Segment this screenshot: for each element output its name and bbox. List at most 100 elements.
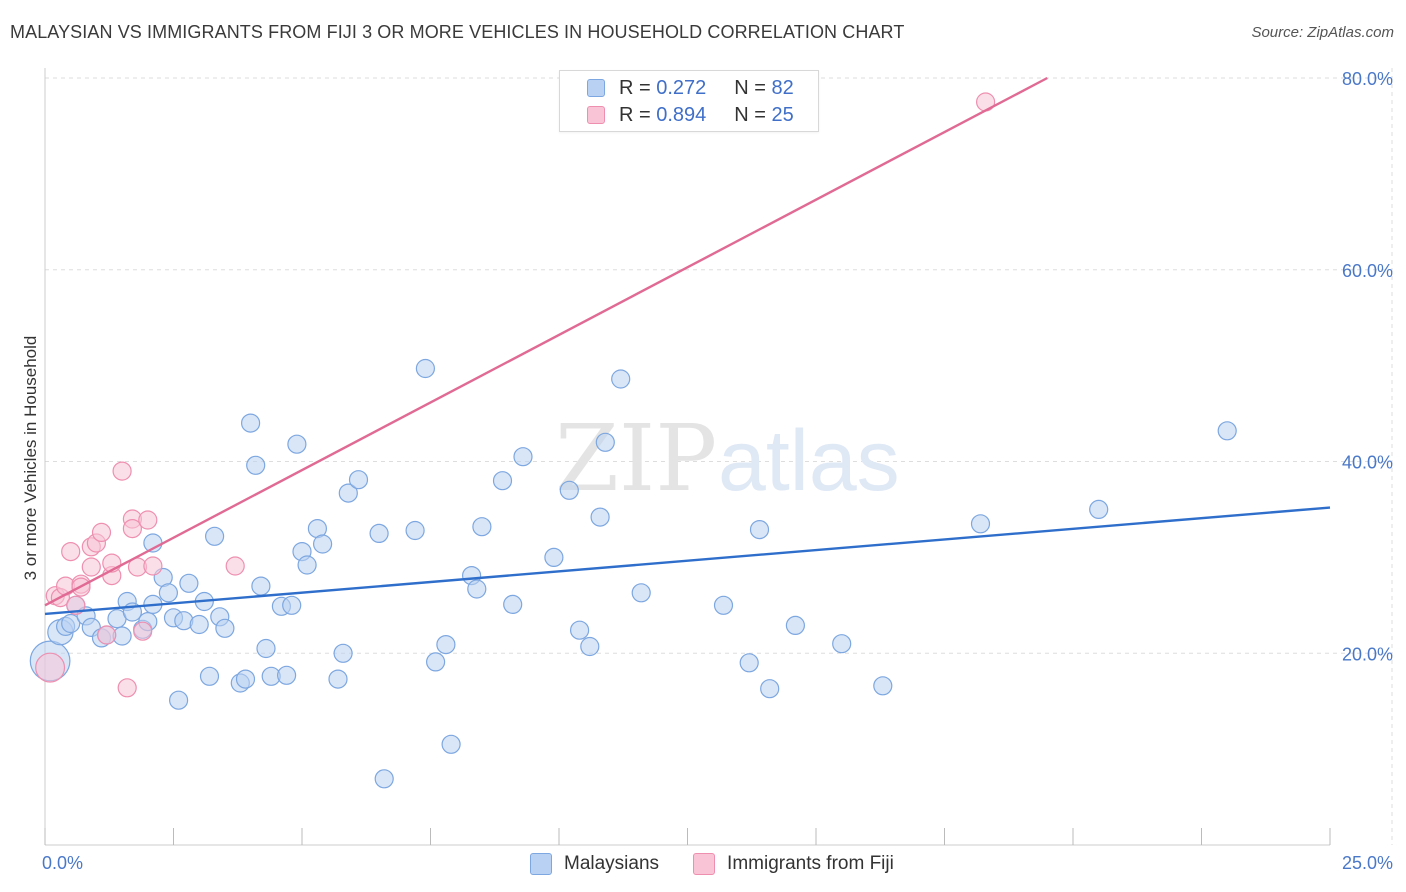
watermark-atlas: atlas (718, 413, 900, 509)
malaysians-trend-line (44, 506, 1331, 616)
y-axis-label: 3 or more Vehicles in Household (21, 336, 40, 581)
malaysians-point (333, 643, 353, 663)
malaysians-point (287, 434, 307, 454)
x-tick-label-min: 0.0% (42, 853, 83, 873)
malaysians-point (369, 523, 389, 544)
fiji-swatch (693, 853, 716, 875)
watermark-zip: ZIP (555, 405, 717, 512)
malaysians-point (590, 507, 610, 527)
fiji-point (61, 541, 81, 562)
y-tick-label: 40.0% (1342, 453, 1393, 473)
malaysians-point (472, 517, 492, 537)
malaysians-point (235, 669, 256, 689)
fiji-point (138, 510, 158, 530)
malaysians-point (631, 583, 651, 603)
malaysians-point (436, 634, 456, 655)
y-tick-label: 60.0% (1342, 261, 1393, 281)
stats-legend-row-fiji: R = 0.894 N = 25 (560, 102, 794, 128)
legend-item-fiji[interactable]: Immigrants from Fiji (693, 853, 894, 875)
y-tick-label: 20.0% (1342, 644, 1393, 664)
r-label: R = (619, 103, 651, 126)
fiji-point (133, 621, 153, 641)
fiji-point (66, 595, 86, 615)
malaysians-point (374, 769, 394, 789)
y-tick-label: 80.0% (1342, 69, 1393, 89)
malaysians-point (277, 665, 297, 685)
malaysians-point (205, 526, 225, 546)
malaysians-point (713, 595, 734, 615)
malaysians-point (282, 595, 302, 615)
malaysians-point (338, 483, 358, 503)
n-label: N = (734, 103, 766, 126)
malaysians-point (441, 734, 461, 754)
r-value: 0.272 (656, 76, 707, 99)
malaysians-point (158, 583, 178, 603)
malaysians-point (348, 470, 369, 490)
malaysians-point (215, 618, 235, 638)
malaysians-point (256, 638, 276, 659)
fiji-trend-line (44, 76, 1048, 607)
malaysians-point (544, 547, 564, 568)
fiji-point (91, 522, 112, 543)
axes (44, 68, 1331, 846)
malaysians-point (873, 676, 893, 696)
malaysians-point (241, 413, 261, 433)
fiji-point (112, 461, 132, 481)
malaysians-point (246, 455, 266, 475)
fiji-point (35, 652, 66, 683)
source-credit: Source: ZipAtlas.com (1251, 24, 1394, 41)
chart-title: MALAYSIAN VS IMMIGRANTS FROM FIJI 3 OR M… (10, 22, 905, 42)
malaysians-swatch (587, 79, 605, 97)
malaysians-point (415, 358, 435, 379)
malaysians-point (559, 480, 579, 500)
malaysians-point (426, 652, 446, 672)
malaysians-point (179, 573, 199, 593)
malaysians-point (1089, 499, 1109, 519)
n-value: 25 (771, 103, 794, 126)
malaysians-point (492, 471, 513, 491)
malaysians-point (611, 369, 631, 389)
fiji-point (122, 518, 142, 539)
malaysians-point (251, 576, 271, 596)
malaysians-point (297, 555, 317, 575)
malaysians-point (199, 666, 220, 686)
malaysians-point (61, 613, 81, 634)
fiji-point (143, 556, 163, 576)
malaysians-point (739, 653, 759, 673)
trend-lines (44, 76, 1331, 616)
watermark: ZIP atlas (555, 405, 900, 512)
fiji-swatch (587, 106, 605, 124)
malaysians-point (785, 615, 806, 636)
r-label: R = (619, 76, 651, 99)
fiji-point (97, 625, 117, 645)
fiji-point (117, 678, 137, 698)
malaysians-point (513, 447, 533, 467)
stats-legend: R = 0.272 N = 82 R = 0.894 N = 25 (559, 70, 819, 132)
tick-labels: 20.0% 40.0% 60.0% 80.0% 0.0% 25.0% (42, 69, 1393, 873)
n-label: N = (734, 76, 766, 99)
n-value: 82 (771, 76, 794, 99)
malaysians-point (313, 534, 333, 554)
malaysians-point (328, 669, 348, 689)
malaysians-point (749, 519, 770, 540)
fiji-point (225, 556, 245, 576)
malaysians-point (169, 690, 189, 710)
malaysians-point (970, 514, 991, 534)
series-legend: Malaysians Immigrants from Fiji (530, 852, 928, 876)
malaysians-point (467, 579, 487, 599)
legend-label: Immigrants from Fiji (727, 853, 894, 874)
malaysians-point (569, 620, 590, 640)
malaysians-point (760, 679, 780, 699)
r-value: 0.894 (656, 103, 707, 126)
fiji-point (81, 557, 101, 577)
legend-label: Malaysians (564, 853, 660, 874)
stats-legend-row-malaysians: R = 0.272 N = 82 (560, 75, 794, 101)
malaysians-point (189, 614, 209, 635)
malaysians-point (580, 636, 600, 657)
malaysians-point (595, 432, 615, 452)
malaysians-point (503, 594, 523, 615)
legend-item-malaysians[interactable]: Malaysians (530, 853, 659, 875)
malaysians-swatch (530, 853, 552, 875)
grid-lines (45, 68, 1393, 845)
